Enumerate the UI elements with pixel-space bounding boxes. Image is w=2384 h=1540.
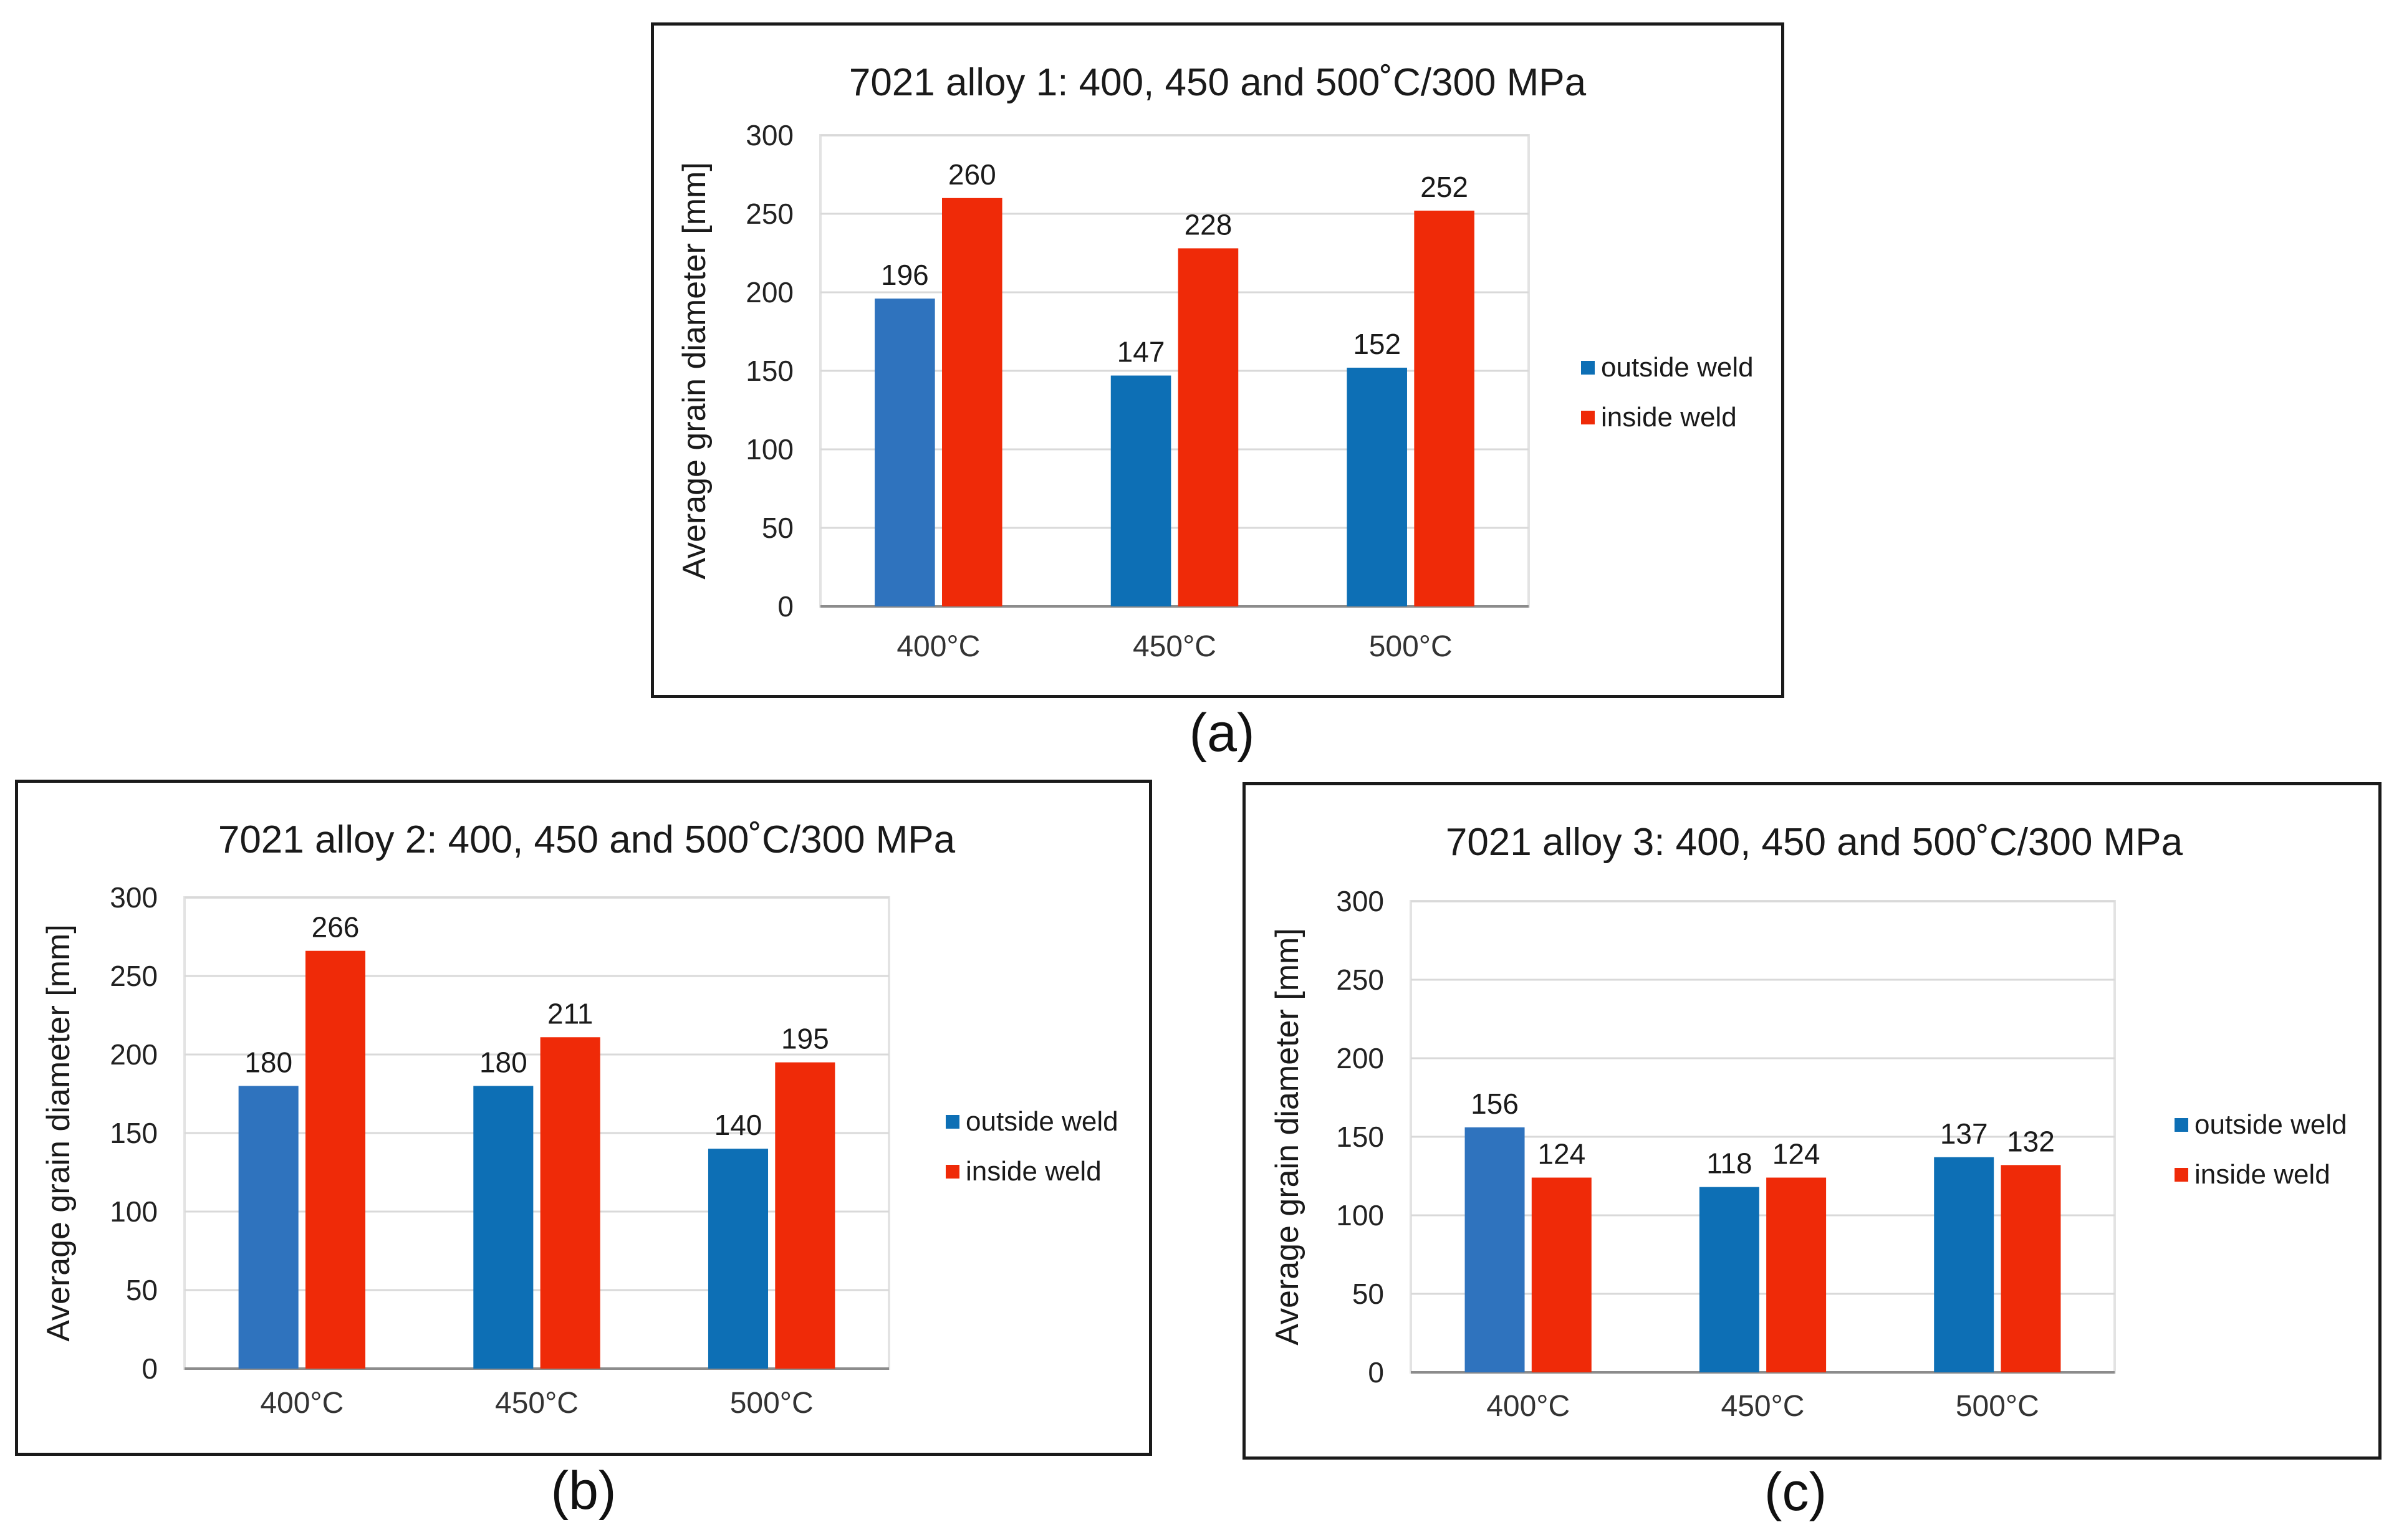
bar-inside-weld xyxy=(775,1062,835,1369)
data-label: 118 xyxy=(1706,1147,1752,1180)
chart-title: 7021 alloy 3: 400, 450 and 500˚C/300 MPa xyxy=(1446,821,2183,864)
y-tick-label: 300 xyxy=(110,881,158,914)
bar-inside-weld xyxy=(942,198,1002,606)
data-label: 180 xyxy=(244,1046,292,1078)
data-label: 252 xyxy=(1420,171,1468,203)
y-axis-label: Average grain diameter [mm] xyxy=(1269,928,1305,1346)
bar-inside-weld xyxy=(2001,1165,2061,1372)
y-tick-label: 250 xyxy=(110,960,158,992)
data-label: 156 xyxy=(1471,1088,1519,1120)
y-tick-label: 100 xyxy=(1336,1199,1384,1232)
y-tick-label: 100 xyxy=(746,433,794,466)
bar-outside-weld xyxy=(708,1149,769,1369)
x-tick-label: 400°C xyxy=(260,1387,344,1420)
bar-inside-weld xyxy=(540,1037,600,1369)
bar-outside-weld xyxy=(1110,375,1171,606)
bar-inside-weld xyxy=(1766,1177,1827,1372)
x-tick-label: 400°C xyxy=(896,630,980,663)
chart-panel-c: 0 50 100 150 200 250 300 7021 alloy 3: 400, 450… xyxy=(1242,782,2382,1460)
data-label: 147 xyxy=(1117,336,1165,368)
bar-chart-c: 0 50 100 150 200 250 300 7021 alloy 3: 400, 450… xyxy=(1269,821,2347,1423)
y-tick-label: 150 xyxy=(746,355,794,387)
caption-b: (b) xyxy=(550,1461,617,1521)
bar-chart-a: 0 50 100 150 200 250 300 7021 alloy 1: 400, 450… xyxy=(676,61,1754,663)
bar-inside-weld xyxy=(1178,248,1239,606)
y-tick-label: 0 xyxy=(777,590,794,623)
x-tick-label: 500°C xyxy=(1369,630,1453,663)
bar-inside-weld xyxy=(1531,1177,1592,1372)
y-tick-label: 300 xyxy=(1336,885,1384,917)
legend-label-outside: outside weld xyxy=(1601,352,1754,383)
legend-label-inside: inside weld xyxy=(966,1156,1102,1187)
data-label: 124 xyxy=(1772,1138,1820,1170)
y-tick-label: 300 xyxy=(746,119,794,151)
bar-outside-weld xyxy=(238,1086,299,1369)
y-tick-label: 200 xyxy=(1336,1042,1384,1074)
bar-outside-weld xyxy=(1347,367,1407,606)
data-label: 132 xyxy=(2007,1125,2055,1157)
y-tick-label: 250 xyxy=(1336,964,1384,996)
y-tick-label: 50 xyxy=(126,1274,158,1306)
legend-swatch-inside xyxy=(1581,411,1595,424)
data-label: 124 xyxy=(1537,1138,1585,1170)
legend-label-outside: outside weld xyxy=(2194,1109,2347,1140)
y-tick-label: 0 xyxy=(1368,1356,1384,1389)
x-tick-label: 500°C xyxy=(730,1387,814,1420)
x-tick-label: 450°C xyxy=(1133,630,1216,663)
chart-panel-b: 0 50 100 150 200 250 300 7021 alloy 2: 400, 450… xyxy=(15,780,1152,1456)
y-tick-label: 250 xyxy=(746,198,794,230)
caption-c: (c) xyxy=(1764,1462,1827,1522)
bar-chart-b: 0 50 100 150 200 250 300 7021 alloy 2: 400, 450… xyxy=(41,818,1118,1420)
y-tick-label: 50 xyxy=(762,512,794,544)
y-axis-label: Average grain diameter [mm] xyxy=(676,162,713,580)
bar-inside-weld xyxy=(1414,210,1474,607)
legend-swatch-inside xyxy=(946,1165,959,1179)
bar-outside-weld xyxy=(1699,1187,1759,1372)
legend-label-outside: outside weld xyxy=(966,1106,1118,1137)
y-tick-label: 200 xyxy=(110,1038,158,1071)
data-label: 266 xyxy=(312,911,360,944)
y-tick-label: 0 xyxy=(142,1352,158,1385)
y-tick-label: 150 xyxy=(1336,1121,1384,1153)
data-label: 260 xyxy=(948,158,996,191)
legend-swatch-outside xyxy=(1581,361,1595,375)
y-tick-label: 150 xyxy=(110,1117,158,1149)
legend-swatch-inside xyxy=(2175,1168,2188,1182)
chart-panel-a: 0 50 100 150 200 250 300 7021 alloy 1: 400, 450… xyxy=(651,22,1784,698)
data-label: 137 xyxy=(1940,1117,1988,1150)
x-tick-label: 450°C xyxy=(1721,1390,1805,1423)
bar-outside-weld xyxy=(1934,1157,1994,1372)
data-label: 140 xyxy=(714,1109,762,1141)
y-tick-label: 50 xyxy=(1352,1278,1384,1310)
y-axis-label: Average grain diameter [mm] xyxy=(41,924,77,1342)
caption-a: (a) xyxy=(1189,703,1255,763)
legend-label-inside: inside weld xyxy=(2194,1159,2330,1190)
x-tick-label: 500°C xyxy=(1956,1390,2039,1423)
bar-inside-weld xyxy=(305,950,366,1369)
legend-swatch-outside xyxy=(2175,1118,2188,1132)
bar-outside-weld xyxy=(1464,1127,1525,1372)
data-label: 211 xyxy=(547,997,593,1030)
y-tick-label: 200 xyxy=(746,276,794,308)
x-tick-label: 450°C xyxy=(495,1387,579,1420)
data-label: 180 xyxy=(479,1046,527,1078)
bar-outside-weld xyxy=(473,1086,534,1369)
legend-label-inside: inside weld xyxy=(1601,402,1737,433)
data-label: 195 xyxy=(781,1023,829,1055)
data-label: 152 xyxy=(1353,328,1401,360)
y-tick-label: 100 xyxy=(110,1195,158,1228)
x-tick-label: 400°C xyxy=(1486,1390,1570,1423)
legend-swatch-outside xyxy=(946,1115,959,1129)
bar-outside-weld xyxy=(875,299,935,606)
data-label: 196 xyxy=(881,259,929,291)
chart-title: 7021 alloy 1: 400, 450 and 500˚C/300 MPa xyxy=(849,61,1587,104)
data-label: 228 xyxy=(1185,208,1233,241)
chart-title: 7021 alloy 2: 400, 450 and 500˚C/300 MPa xyxy=(218,818,956,861)
